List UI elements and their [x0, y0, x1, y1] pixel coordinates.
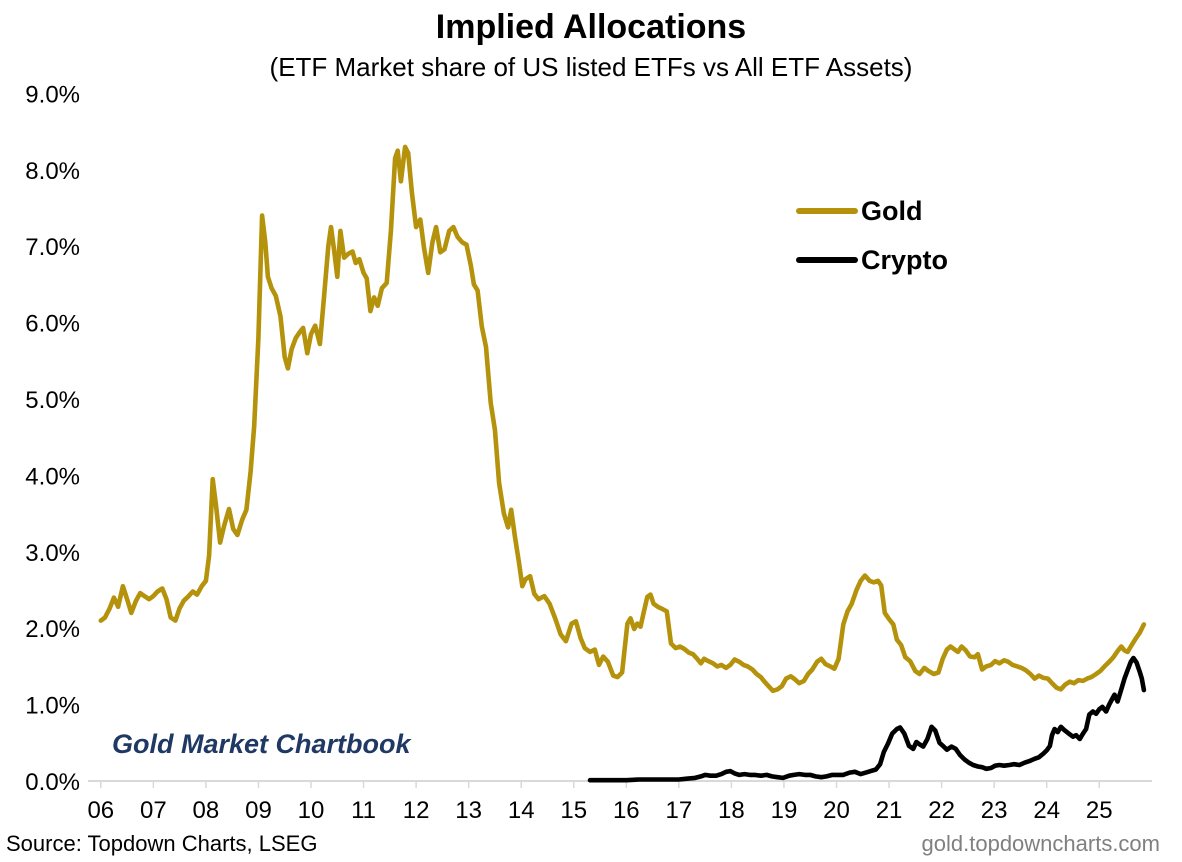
- svg-text:2.0%: 2.0%: [25, 616, 80, 643]
- svg-text:22: 22: [928, 797, 955, 824]
- website-text: gold.topdowncharts.com: [921, 831, 1160, 856]
- svg-text:13: 13: [455, 797, 482, 824]
- watermark: Gold Market Chartbook: [112, 729, 411, 759]
- gold-line-swatch-icon: [796, 208, 858, 214]
- svg-text:14: 14: [508, 797, 535, 824]
- svg-text:5.0%: 5.0%: [25, 387, 80, 414]
- svg-text:08: 08: [193, 797, 220, 824]
- svg-text:1.0%: 1.0%: [25, 693, 80, 720]
- legend: Gold Crypto: [796, 196, 948, 275]
- svg-text:15: 15: [560, 797, 587, 824]
- gold-line: [98, 144, 1147, 694]
- svg-text:19: 19: [771, 797, 798, 824]
- svg-text:7.0%: 7.0%: [25, 234, 80, 261]
- svg-text:0.0%: 0.0%: [25, 769, 80, 796]
- chart-subtitle: (ETF Market share of US listed ETFs vs A…: [269, 52, 913, 82]
- legend-label-crypto: Crypto: [861, 244, 948, 275]
- svg-text:4.0%: 4.0%: [25, 463, 80, 490]
- crypto-line-swatch-icon: [796, 257, 858, 263]
- svg-text:20: 20: [823, 797, 850, 824]
- svg-text:8.0%: 8.0%: [25, 158, 80, 185]
- svg-text:18: 18: [718, 797, 745, 824]
- legend-item-crypto: Crypto: [796, 245, 948, 275]
- svg-text:10: 10: [298, 797, 325, 824]
- svg-text:09: 09: [245, 797, 272, 824]
- svg-text:6.0%: 6.0%: [25, 311, 80, 338]
- crypto-line: [587, 655, 1147, 783]
- svg-text:16: 16: [613, 797, 640, 824]
- y-tick-labels: 0.0% 1.0% 2.0% 3.0% 4.0% 5.0% 6.0% 7.0% 8.0% 9.0%: [25, 81, 80, 796]
- svg-text:12: 12: [403, 797, 430, 824]
- svg-text:9.0%: 9.0%: [25, 81, 80, 108]
- svg-text:23: 23: [981, 797, 1008, 824]
- svg-text:3.0%: 3.0%: [25, 540, 80, 567]
- x-tick-labels: 06 07 08 09 10 11 12 13 14 15 16 17 18 19 20 21 22 23 24 25: [87, 797, 1112, 824]
- svg-text:21: 21: [876, 797, 903, 824]
- svg-text:17: 17: [665, 797, 692, 824]
- chart-title: Implied Allocations: [435, 8, 747, 46]
- svg-text:06: 06: [87, 797, 114, 824]
- legend-label-gold: Gold: [861, 195, 923, 226]
- svg-text:24: 24: [1033, 797, 1060, 824]
- source-text: Source: Topdown Charts, LSEG: [6, 831, 318, 856]
- svg-text:07: 07: [140, 797, 167, 824]
- svg-text:11: 11: [351, 797, 376, 824]
- legend-item-gold: Gold: [796, 196, 948, 226]
- svg-text:25: 25: [1086, 797, 1113, 824]
